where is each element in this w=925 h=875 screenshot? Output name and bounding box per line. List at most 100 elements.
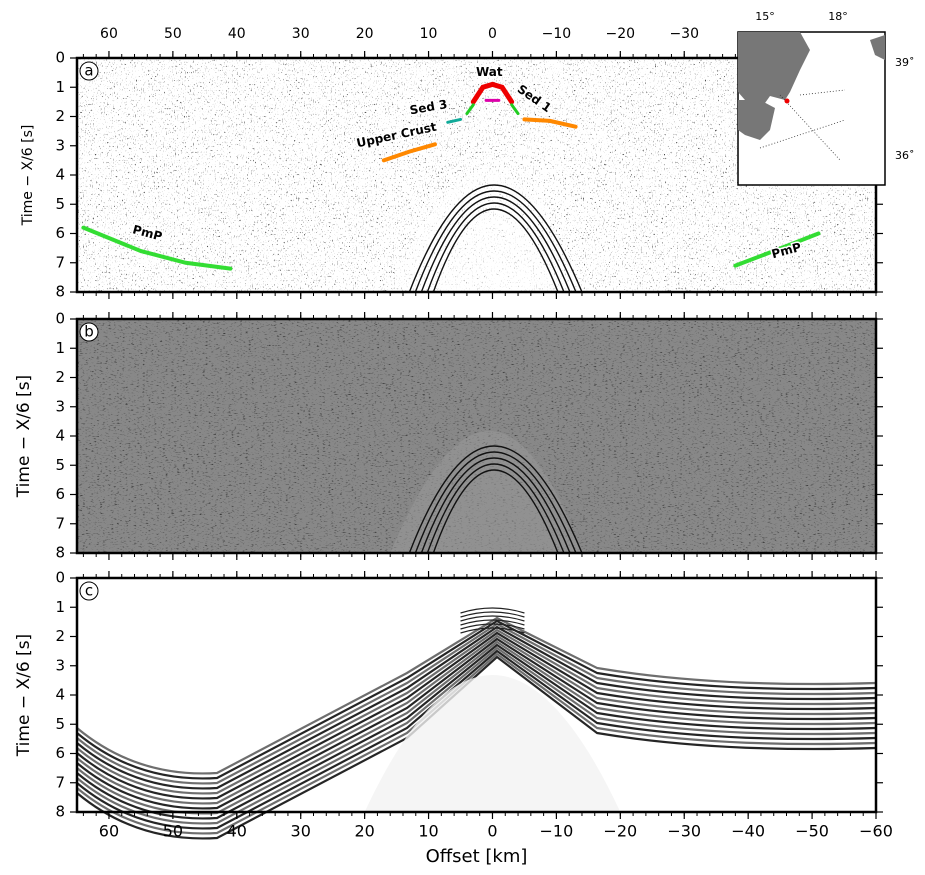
reflection-band: [76, 622, 877, 785]
y-tick-label: 2: [55, 368, 65, 386]
direct-wave-band: [460, 607, 525, 614]
x-tick-label: 30: [291, 822, 311, 841]
y-tick-label: 8: [55, 283, 65, 301]
direct-wave: [432, 208, 559, 293]
x-tick-label: 10: [418, 822, 438, 841]
phase-pick: [81, 225, 233, 271]
inset-map: 15° 18° 39˚ 36˚: [737, 10, 915, 186]
direct-wave: [420, 457, 571, 554]
panel-label: c: [85, 582, 93, 600]
reflection-band: [76, 649, 877, 830]
y-tick-label: 2: [55, 107, 65, 125]
lat-label: 36˚: [895, 149, 915, 162]
x-tick-label: −10: [542, 26, 572, 42]
y-tick-label: 6: [55, 744, 65, 762]
x-axis-label: Offset [km]: [426, 846, 528, 867]
panel-label: b: [84, 323, 94, 341]
reflection-band: [76, 646, 877, 825]
direct-wave: [414, 451, 577, 554]
y-tick-label: 4: [55, 686, 65, 704]
y-tick-label: 6: [55, 224, 65, 242]
phase-pick: [446, 117, 463, 124]
x-tick-label: −30: [667, 822, 701, 841]
y-tick-label: 0: [55, 49, 65, 67]
y-tick-label: 1: [55, 78, 65, 96]
y-tick-label: 1: [55, 598, 65, 616]
direct-wave-zone: [390, 170, 582, 292]
y-tick-label: 5: [55, 195, 65, 213]
y-tick-label: 5: [55, 715, 65, 733]
reflection-band: [76, 619, 877, 780]
x-tick-label: −30: [669, 26, 699, 42]
y-tick-label: 6: [55, 485, 65, 503]
panel: b 0 1 2 3 4 5 6 7 8 Time − X/6 [s]: [14, 310, 883, 562]
reflection-band: [76, 631, 877, 800]
x-tick-label: 60: [99, 822, 119, 841]
reflection-band: [76, 628, 877, 795]
direct-wave-band: [460, 627, 525, 634]
y-axis-label: Time − X/6 [s]: [14, 375, 34, 498]
panel-badge: [79, 61, 99, 81]
y-tick-label: 2: [55, 627, 65, 645]
x-tick-label: 40: [227, 822, 247, 841]
x-tick-label: −10: [540, 822, 574, 841]
y-tick-label: 7: [55, 514, 65, 532]
phase-pick: [470, 81, 515, 105]
y-axis-label: Time − X/6 [s]: [20, 125, 36, 227]
reflection-band: [76, 640, 877, 815]
y-tick-label: 8: [55, 544, 65, 562]
panel-badge: [79, 322, 99, 342]
x-tick-label: 30: [292, 26, 310, 42]
land: [738, 100, 775, 140]
phase-pick: [510, 103, 520, 116]
y-tick-label: 0: [55, 569, 65, 587]
reflection-band: [76, 643, 877, 820]
direct-wave-band: [460, 619, 525, 626]
reflection-band: [76, 652, 877, 835]
y-tick-label: 5: [55, 456, 65, 474]
direct-wave: [432, 469, 559, 554]
y-axis-label: Time − X/6 [s]: [14, 634, 34, 757]
y-tick-label: 8: [55, 803, 65, 821]
reflection-band: [76, 616, 877, 775]
direct-wave: [408, 184, 583, 293]
x-tick-label: −20: [603, 822, 637, 841]
reflection-band: [76, 625, 877, 790]
reflection-band: [76, 637, 877, 810]
phase-pick: [733, 231, 821, 268]
phase-pick: [522, 117, 578, 129]
reflection-band: [76, 634, 877, 805]
reflection-band: [76, 655, 877, 840]
direct-wave-band: [460, 611, 525, 618]
land: [870, 35, 885, 60]
direct-wave: [414, 190, 577, 293]
direct-wave: [426, 202, 565, 293]
y-tick-label: 1: [55, 339, 65, 357]
y-tick-label: 7: [55, 253, 65, 271]
lat-label: 39˚: [895, 56, 915, 69]
annotation: Wat: [476, 65, 503, 79]
y-tick-label: 3: [55, 656, 65, 674]
x-tick-label: 10: [420, 26, 438, 42]
station: [784, 98, 790, 104]
x-tick-label: 0: [488, 26, 497, 42]
x-tick-label: 20: [356, 26, 374, 42]
direct-wave: [408, 445, 583, 554]
panel: c 60 50 40 30 20 10 0 −10 −20 −30 −40 −50 −60 0 1 2 3 4 5 6 7…: [14, 569, 893, 868]
panel-badge: [79, 581, 99, 601]
panel-label: a: [84, 62, 93, 80]
lon-label: 18°: [828, 10, 848, 23]
x-tick-label: 0: [487, 822, 497, 841]
direct-wave: [426, 463, 565, 554]
direct-wave: [364, 675, 621, 812]
y-tick-label: 3: [55, 397, 65, 415]
direct-wave-band: [460, 623, 525, 630]
x-tick-label: 40: [228, 26, 246, 42]
x-tick-label: 50: [163, 822, 183, 841]
x-tick-label: −20: [606, 26, 636, 42]
phase-pick: [381, 142, 437, 163]
x-tick-label: 50: [164, 26, 182, 42]
x-tick-label: 20: [354, 822, 374, 841]
direct-wave-zone: [390, 431, 582, 553]
y-tick-label: 7: [55, 773, 65, 791]
